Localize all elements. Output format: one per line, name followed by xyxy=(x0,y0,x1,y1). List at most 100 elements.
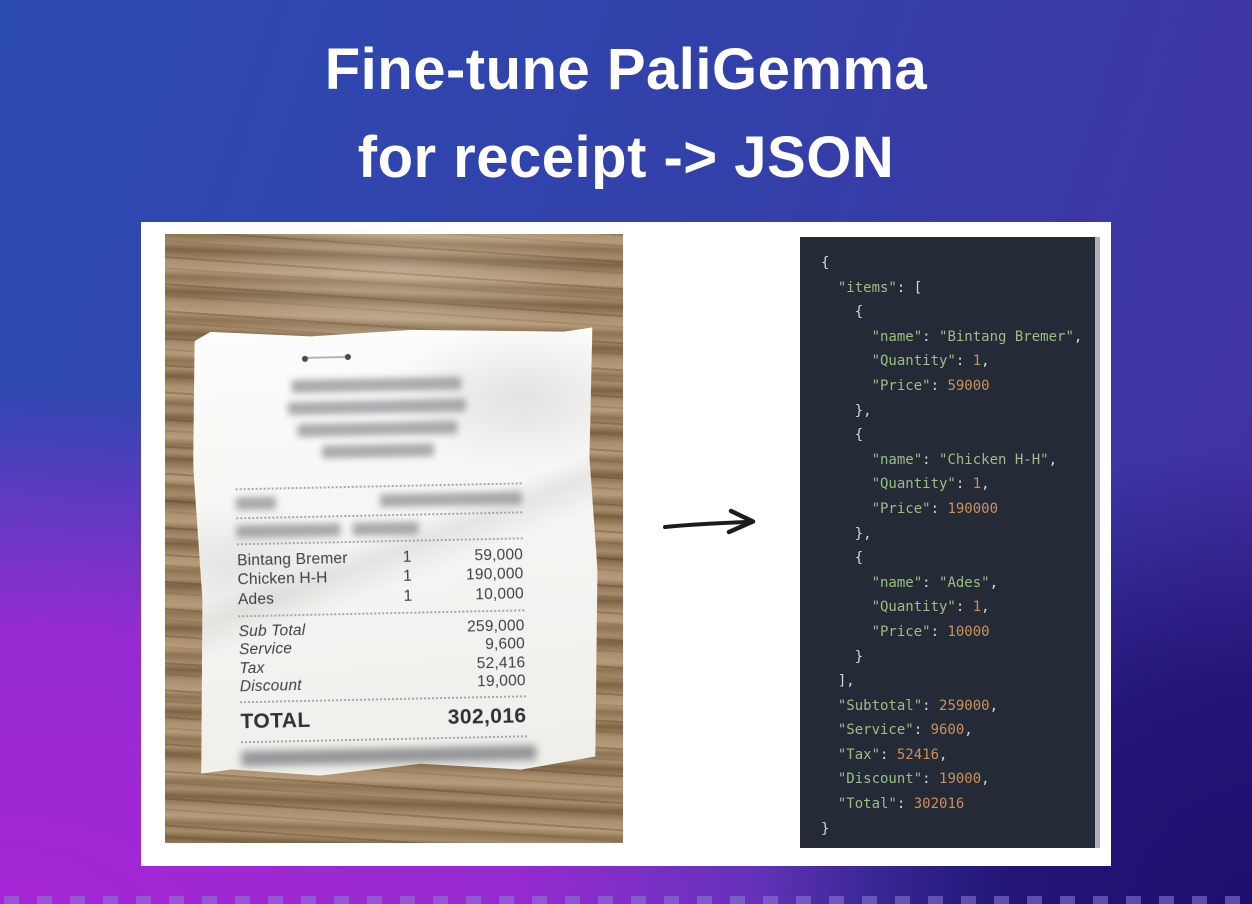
code-token: , xyxy=(1048,451,1058,468)
code-line: "Service": 9600, xyxy=(821,718,1095,743)
code-token: 1 xyxy=(972,599,982,616)
redacted-text xyxy=(297,421,457,437)
divider xyxy=(238,609,524,617)
code-line: }, xyxy=(821,522,1095,547)
code-line: "name": "Bintang Bremer", xyxy=(821,325,1095,350)
redacted-text xyxy=(288,399,466,416)
code-token: , xyxy=(981,353,990,370)
code-token: 9600 xyxy=(930,722,965,739)
code-token: "Discount" xyxy=(837,771,923,788)
code-token: }, xyxy=(821,402,872,419)
code-token: : xyxy=(930,377,948,394)
code-token xyxy=(821,722,838,738)
redacted-text xyxy=(380,491,522,507)
code-token: , xyxy=(1073,328,1083,345)
code-token: : xyxy=(955,353,973,370)
title-line-1: Fine-tune PaliGemma xyxy=(324,37,928,102)
code-line: "Quantity": 1, xyxy=(821,349,1095,374)
code-token: { xyxy=(821,304,864,321)
page-title: Fine-tune PaliGemma for receipt -> JSON xyxy=(0,26,1252,202)
code-line: "Tax": 52416, xyxy=(821,743,1095,768)
total-value: 302,016 xyxy=(447,703,527,729)
code-token xyxy=(821,280,838,296)
total-label: TOTAL xyxy=(240,708,311,733)
code-token: : xyxy=(922,574,940,591)
code-token: , xyxy=(981,599,990,616)
code-token: : xyxy=(896,796,914,813)
code-token: , xyxy=(939,746,948,763)
code-line: } xyxy=(821,645,1095,670)
redacted-header xyxy=(233,375,521,460)
code-token: "Total" xyxy=(837,796,897,813)
summary-label: Service xyxy=(238,640,293,659)
redacted-text xyxy=(322,443,434,458)
item-name: Ades xyxy=(237,590,275,609)
code-line: "Quantity": 1, xyxy=(821,595,1095,620)
receipt-content: Bintang Bremer 1 59,000 Chicken H-H 1 190,000… xyxy=(190,324,601,778)
divider xyxy=(237,537,523,545)
code-token: , xyxy=(981,771,990,788)
code-token xyxy=(821,378,872,394)
staple-mark xyxy=(300,353,354,364)
code-line: "Total": 302016 xyxy=(821,792,1095,817)
bottom-dash-decoration xyxy=(4,896,1252,904)
divider xyxy=(236,511,522,519)
code-token xyxy=(821,599,872,615)
code-token: } xyxy=(821,820,830,837)
code-line: "Discount": 19000, xyxy=(821,767,1095,792)
code-token: : xyxy=(922,771,940,788)
code-token xyxy=(821,329,872,345)
code-token: { xyxy=(821,255,830,271)
content-card: Bintang Bremer 1 59,000 Chicken H-H 1 190,000… xyxy=(141,222,1111,866)
right-arrow-icon xyxy=(663,508,756,535)
redacted-text xyxy=(352,522,418,536)
code-line: "Subtotal": 259000, xyxy=(821,694,1095,719)
json-code-panel: { "items": [ { "name": "Bintang Bremer",… xyxy=(800,237,1100,848)
code-token: { xyxy=(821,427,864,444)
code-token xyxy=(821,575,872,591)
code-token: : xyxy=(955,476,973,493)
receipt-photo: Bintang Bremer 1 59,000 Chicken H-H 1 190,000… xyxy=(165,234,623,843)
code-token: : xyxy=(955,599,973,616)
code-line: ], xyxy=(821,669,1095,694)
code-token: "Chicken H-H" xyxy=(939,451,1049,468)
item-qty: 1 xyxy=(403,587,413,605)
code-token: , xyxy=(989,574,999,591)
code-token: 1 xyxy=(972,353,982,370)
code-token: 259000 xyxy=(939,697,990,714)
code-line: "Price": 190000 xyxy=(821,497,1095,522)
code-token: 19000 xyxy=(939,771,982,788)
code-token: : xyxy=(880,746,897,763)
code-token: 190000 xyxy=(947,500,999,517)
divider xyxy=(241,735,527,743)
code-token: "Price" xyxy=(871,377,931,394)
code-token xyxy=(821,698,838,714)
code-line: }, xyxy=(821,399,1095,424)
code-token xyxy=(821,452,872,468)
redacted-row xyxy=(236,519,522,538)
code-token xyxy=(821,501,872,517)
code-line: { xyxy=(821,251,1095,276)
redacted-footer xyxy=(241,745,536,766)
code-line: { xyxy=(821,423,1095,448)
code-line: { xyxy=(821,300,1095,325)
title-line-2: for receipt -> JSON xyxy=(357,125,895,190)
receipt-total-row: TOTAL 302,016 xyxy=(240,703,526,735)
code-token: } xyxy=(821,648,864,665)
code-token: : xyxy=(922,328,940,345)
summary-label: Sub Total xyxy=(238,621,306,640)
code-line: "name": "Ades", xyxy=(821,571,1095,596)
code-token: }, xyxy=(821,525,872,542)
code-token: "Ades" xyxy=(939,574,990,591)
item-price: 190,000 xyxy=(465,565,524,584)
code-token xyxy=(821,624,872,640)
code-token: ], xyxy=(821,673,855,690)
summary-value: 52,416 xyxy=(476,653,526,672)
summary-label: Tax xyxy=(239,659,265,677)
code-token: "name" xyxy=(871,451,923,468)
code-token: "Bintang Bremer" xyxy=(939,328,1074,345)
code-token: "Subtotal" xyxy=(837,697,923,714)
code-token: : xyxy=(922,697,940,714)
code-token: "Quantity" xyxy=(871,353,956,370)
